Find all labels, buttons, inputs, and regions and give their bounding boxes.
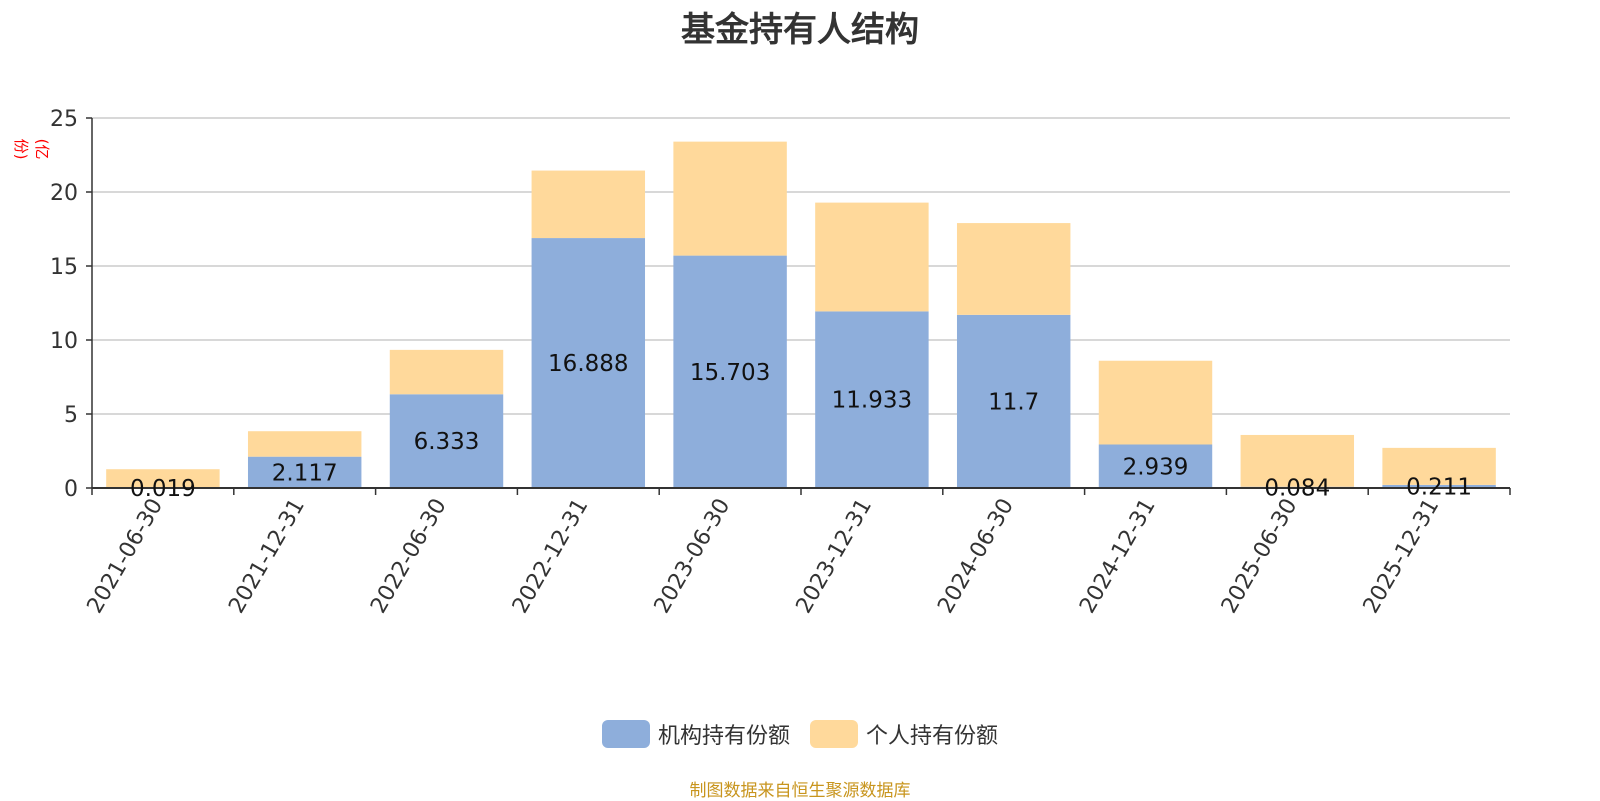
data-label: 16.888 xyxy=(548,351,628,377)
data-labels: 0.019 2.117 6.333 16.888 15.703 11.933 11.7 2.9… xyxy=(130,351,1472,502)
legend-swatch-individual xyxy=(810,720,858,748)
legend-item-individual[interactable]: 个人持有份额 xyxy=(810,718,998,750)
bar-individual[interactable] xyxy=(957,223,1070,315)
bar-individual[interactable] xyxy=(248,431,361,456)
bar-individual[interactable] xyxy=(815,203,928,312)
y-tick-label: 15 xyxy=(50,255,78,280)
x-tick-label: 2023-06-30 xyxy=(650,495,736,618)
data-label: 15.703 xyxy=(690,360,770,386)
x-tick-label: 2025-12-31 xyxy=(1359,495,1445,618)
legend: 机构持有份额 个人持有份额 xyxy=(0,718,1600,750)
x-tick-label: 2023-12-31 xyxy=(792,495,878,618)
gridlines xyxy=(92,118,1510,414)
y-tick-label: 0 xyxy=(64,477,78,502)
source-note: 制图数据来自恒生聚源数据库 xyxy=(0,782,1600,800)
y-tick-label: 10 xyxy=(50,329,78,354)
x-tick-label: 2022-12-31 xyxy=(508,495,594,618)
data-label: 2.117 xyxy=(272,460,338,486)
bar-individual[interactable] xyxy=(1099,361,1212,445)
data-label: 11.933 xyxy=(832,388,912,414)
bar-individual[interactable] xyxy=(673,142,786,256)
y-tick-label: 25 xyxy=(50,107,78,132)
legend-swatch-institutional xyxy=(602,720,650,748)
data-label: 0.084 xyxy=(1264,475,1330,501)
y-tick-label: 20 xyxy=(50,181,78,206)
x-tick-label: 2025-06-30 xyxy=(1217,495,1303,618)
legend-label-institutional: 机构持有份额 xyxy=(658,718,790,750)
y-tick-label: 5 xyxy=(64,403,78,428)
bar-individual[interactable] xyxy=(532,171,645,238)
x-tick-label: 2022-06-30 xyxy=(366,495,452,618)
data-label: 0.211 xyxy=(1406,474,1472,500)
bar-individual[interactable] xyxy=(390,350,503,394)
data-label: 0.019 xyxy=(130,476,196,502)
bar-chart: 0 5 10 15 20 25 2021-06-30 2021-12-31 2022-06-30… xyxy=(0,0,1600,700)
data-label: 6.333 xyxy=(414,429,480,455)
data-label: 11.7 xyxy=(988,389,1039,415)
x-tick-label: 2024-06-30 xyxy=(933,494,1019,617)
x-tick-label: 2021-12-31 xyxy=(224,495,310,618)
data-label: 2.939 xyxy=(1123,454,1189,480)
legend-label-individual: 个人持有份额 xyxy=(866,718,998,750)
x-tick-label: 2021-06-30 xyxy=(83,495,169,618)
x-tick-label: 2024-12-31 xyxy=(1075,495,1161,618)
legend-item-institutional[interactable]: 机构持有份额 xyxy=(602,718,790,750)
bars xyxy=(106,142,1496,488)
